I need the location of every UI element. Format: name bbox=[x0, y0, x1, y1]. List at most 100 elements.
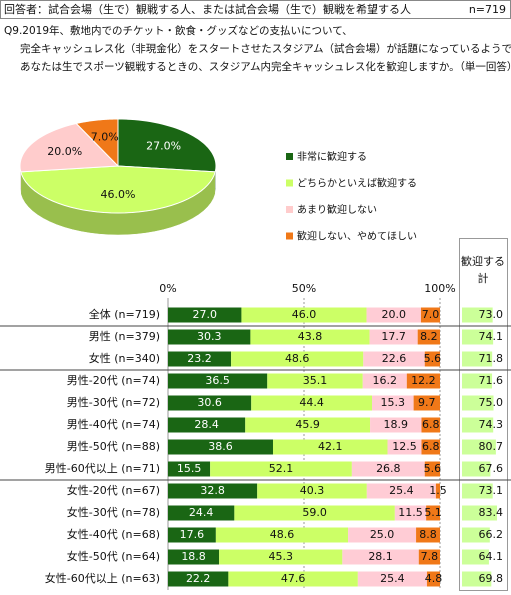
total-bar bbox=[462, 373, 493, 389]
bar-label: 7.0 bbox=[422, 308, 440, 321]
bar-segment bbox=[421, 439, 440, 455]
bar-segment bbox=[372, 395, 414, 411]
bar-label: 16.2 bbox=[373, 374, 398, 387]
total-label: 69.8 bbox=[479, 572, 504, 585]
pie-label: 46.0% bbox=[101, 188, 136, 201]
bar-label: 15.3 bbox=[381, 396, 406, 409]
bar-label: 47.6 bbox=[281, 572, 306, 585]
total-label: 73.1 bbox=[479, 484, 504, 497]
bar-label: 27.0 bbox=[192, 308, 217, 321]
bar-label: 22.2 bbox=[186, 572, 211, 585]
bar-segment bbox=[168, 505, 235, 521]
pie-slice bbox=[75, 118, 119, 168]
row-label: 全体 (n=719) bbox=[89, 307, 160, 321]
bar-segment bbox=[369, 329, 418, 345]
total-bar bbox=[462, 395, 494, 411]
bar-label: 44.4 bbox=[299, 396, 324, 409]
bar-label: 20.0 bbox=[382, 308, 407, 321]
bar-label: 25.4 bbox=[380, 572, 405, 585]
total-bar bbox=[462, 461, 491, 477]
bar-label: 23.2 bbox=[187, 352, 212, 365]
total-label: 66.2 bbox=[479, 528, 504, 541]
row-label: 男性-20代 (n=74) bbox=[67, 373, 160, 387]
bar-label: 35.1 bbox=[303, 374, 328, 387]
bar-segment bbox=[219, 549, 343, 565]
bar-segment bbox=[257, 483, 367, 499]
bar-segment bbox=[366, 483, 436, 499]
bar-segment bbox=[168, 527, 216, 543]
legend-swatch bbox=[286, 153, 293, 160]
x-tick-label: 100% bbox=[424, 282, 455, 295]
total-bar bbox=[462, 483, 493, 499]
legend-swatch bbox=[286, 179, 293, 187]
legend-label: 歓迎しない、やめてほしい bbox=[297, 230, 417, 243]
total-bar bbox=[462, 329, 494, 345]
bar-label: 30.3 bbox=[197, 330, 222, 343]
bar-label: 18.8 bbox=[181, 550, 206, 563]
bar-segment bbox=[245, 417, 371, 433]
bar-label: 5.6 bbox=[424, 352, 442, 365]
total-label: 75.0 bbox=[479, 396, 504, 409]
bar-label: 24.4 bbox=[189, 506, 214, 519]
bar-label: 30.6 bbox=[197, 396, 222, 409]
bar-label: 45.9 bbox=[295, 418, 320, 431]
bar-segment bbox=[210, 461, 352, 477]
bar-segment bbox=[357, 571, 427, 587]
question-line: Q9.2019年、敷地内でのチケット・飲食・グッズなどの支払いについて、 bbox=[4, 24, 353, 37]
row-label: 男性-60代以上 (n=71) bbox=[45, 461, 160, 475]
bar-label: 40.3 bbox=[300, 484, 325, 497]
bar-segment bbox=[168, 395, 252, 411]
total-label: 71.8 bbox=[479, 352, 504, 365]
question-line: あなたは生でスポーツ観戦するときの、スタジアム内完全キャッシュレス化を歓迎します… bbox=[20, 60, 511, 73]
bar-label: 28.4 bbox=[194, 418, 219, 431]
bar-label: 48.6 bbox=[285, 352, 310, 365]
legend-swatch bbox=[286, 206, 293, 213]
question-line: 完全キャッシュレス化（非現金化）をスタートさせたスタジアム（試合会場）が話題にな… bbox=[20, 42, 511, 55]
total-bar bbox=[462, 549, 489, 565]
total-bar bbox=[462, 439, 496, 455]
bar-label: 5.1 bbox=[424, 506, 442, 519]
bar-label: 4.8 bbox=[425, 572, 443, 585]
bar-segment bbox=[394, 505, 427, 521]
bar-segment bbox=[421, 417, 440, 433]
bar-segment bbox=[351, 461, 425, 477]
header-n: n=719 bbox=[469, 3, 506, 16]
total-label: 73.0 bbox=[479, 308, 504, 321]
row-label: 女性-50代 (n=64) bbox=[67, 549, 160, 563]
total-bar bbox=[462, 307, 493, 323]
row-label: 女性 (n=340) bbox=[89, 351, 160, 365]
bar-label: 8.2 bbox=[420, 330, 438, 343]
bar-label: 42.1 bbox=[318, 440, 343, 453]
total-label: 71.6 bbox=[479, 374, 504, 387]
bar-segment bbox=[420, 307, 440, 323]
bar-segment bbox=[426, 505, 440, 521]
bar-segment bbox=[424, 351, 440, 367]
x-tick-label: 50% bbox=[292, 282, 316, 295]
total-title: 計 bbox=[478, 271, 489, 285]
bar-segment bbox=[417, 329, 440, 345]
bar-segment bbox=[168, 307, 242, 323]
bar-segment bbox=[406, 373, 440, 389]
total-bar bbox=[462, 351, 493, 367]
bar-segment bbox=[418, 549, 440, 565]
bar-segment bbox=[168, 571, 229, 587]
row-label: 女性-20代 (n=67) bbox=[67, 483, 160, 497]
pie-slice bbox=[117, 118, 217, 173]
total-label: 74.1 bbox=[479, 330, 504, 343]
bar-segment bbox=[234, 505, 395, 521]
bar-label: 17.6 bbox=[180, 528, 205, 541]
bar-segment bbox=[370, 417, 422, 433]
bar-label: 22.6 bbox=[382, 352, 407, 365]
bar-segment bbox=[231, 351, 364, 367]
total-bar bbox=[462, 527, 490, 543]
pie-slice bbox=[19, 122, 120, 173]
bar-label: 8.8 bbox=[419, 528, 437, 541]
bar-label: 28.1 bbox=[368, 550, 393, 563]
legend-label: 非常に歓迎する bbox=[297, 150, 367, 163]
bar-label: 25.0 bbox=[370, 528, 395, 541]
bar-label: 11.5 bbox=[398, 506, 423, 519]
bar-segment bbox=[168, 373, 268, 389]
bar-segment bbox=[168, 439, 273, 455]
total-bar bbox=[462, 505, 498, 521]
total-label: 67.6 bbox=[479, 462, 504, 475]
